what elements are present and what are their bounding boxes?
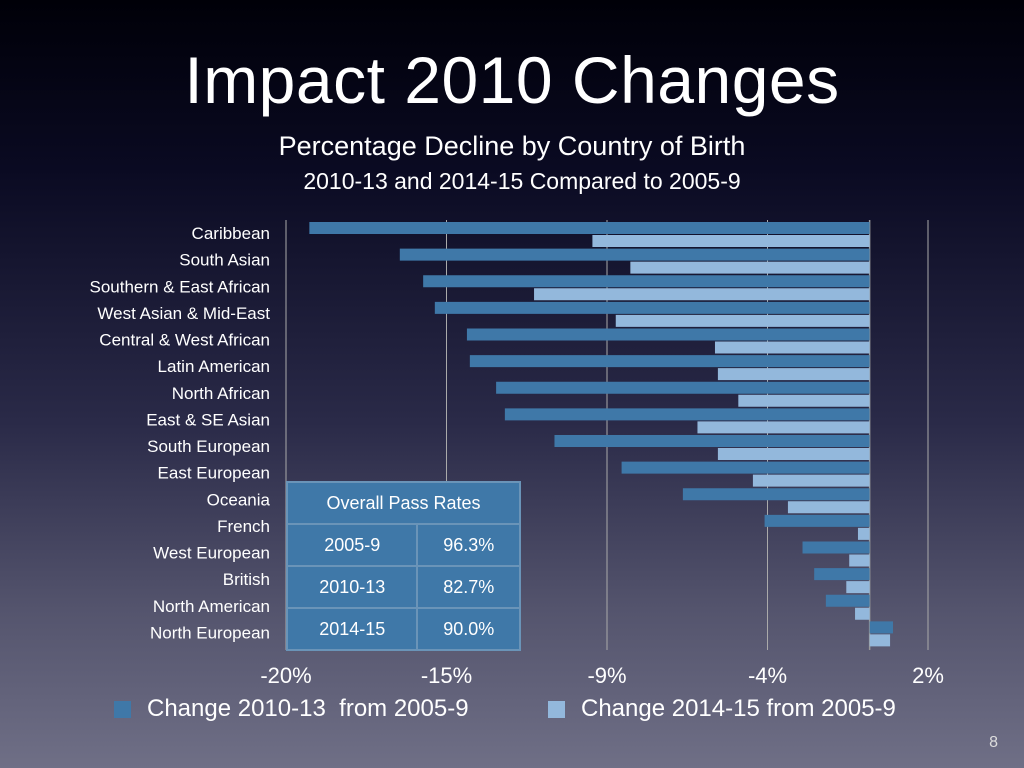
pass-rates-table: Overall Pass Rates 2005-9 96.3% 2010-13 82… xyxy=(285,481,521,651)
page-number: 8 xyxy=(989,734,998,751)
category-label: Caribbean xyxy=(192,224,270,243)
bar-2014-15 xyxy=(717,368,870,381)
category-label: South European xyxy=(147,437,270,456)
category-label: East European xyxy=(158,464,270,483)
period-cell: 2010-13 xyxy=(285,565,419,609)
bar-2010-13 xyxy=(869,621,893,634)
period-cell: 2005-9 xyxy=(285,523,419,567)
bar-2014-15 xyxy=(857,527,870,540)
category-label: West European xyxy=(153,544,270,563)
bar-2014-15 xyxy=(787,501,870,514)
category-label: West Asian & Mid-East xyxy=(97,304,270,323)
bar-2014-15 xyxy=(592,235,870,247)
legend-label: Change 2010-13 from 2005-9 xyxy=(147,695,469,722)
bar-2010-13 xyxy=(309,222,870,234)
category-label: Central & West African xyxy=(99,331,270,350)
bar-2010-13 xyxy=(825,594,870,607)
bar-2010-13 xyxy=(434,301,870,314)
bar-2014-15 xyxy=(630,261,870,274)
bar-2014-15 xyxy=(717,448,870,460)
bar-2014-15 xyxy=(714,341,870,354)
bar-2010-13 xyxy=(764,514,870,527)
bar-2014-15 xyxy=(869,634,891,647)
category-label: North American xyxy=(153,597,270,616)
legend-item-series1: Change 2010-13 from 2005-9 xyxy=(114,695,469,723)
bar-2014-15 xyxy=(752,474,870,487)
category-label: North African xyxy=(172,384,270,403)
category-label: East & SE Asian xyxy=(146,410,270,429)
table-row: 2010-13 82.7% xyxy=(285,565,521,609)
bar-2010-13 xyxy=(466,328,870,341)
bar-2010-13 xyxy=(621,461,870,474)
x-tick-label: 2% xyxy=(912,663,944,688)
bar-2014-15 xyxy=(846,581,870,594)
bar-2014-15 xyxy=(534,288,870,301)
legend-item-series2: Change 2014-15 from 2005-9 xyxy=(548,695,896,723)
period-cell: 2014-15 xyxy=(285,607,419,651)
bar-2010-13 xyxy=(802,541,870,554)
bar-2010-13 xyxy=(423,275,870,288)
bar-2014-15 xyxy=(697,421,870,434)
table-row: 2005-9 96.3% xyxy=(285,523,521,567)
bar-2010-13 xyxy=(682,488,870,501)
rate-cell: 96.3% xyxy=(416,523,521,567)
bar-2014-15 xyxy=(849,554,870,567)
category-label: British xyxy=(223,570,270,589)
bar-2014-15 xyxy=(615,314,870,327)
category-label: Latin American xyxy=(158,357,270,376)
legend-label: Change 2014-15 from 2005-9 xyxy=(581,695,896,722)
bar-2014-15 xyxy=(738,394,870,407)
legend-swatch-light xyxy=(548,700,565,718)
bar-2010-13 xyxy=(496,381,870,394)
legend-swatch-dark xyxy=(114,700,131,718)
category-label: South Asian xyxy=(179,251,270,270)
bar-2010-13 xyxy=(504,408,870,421)
bar-2010-13 xyxy=(469,355,870,368)
table-row: 2014-15 90.0% xyxy=(285,607,521,651)
category-label: North European xyxy=(150,623,270,642)
pass-rates-header: Overall Pass Rates xyxy=(286,481,521,525)
slide-title: Impact 2010 Changes xyxy=(184,43,840,117)
category-label: Southern & East African xyxy=(90,277,271,296)
chart-subtitle-2: 2010-13 and 2014-15 Compared to 2005-9 xyxy=(303,168,741,194)
bar-2014-15 xyxy=(855,607,870,620)
chart-subtitle: Percentage Decline by Country of Birth xyxy=(278,131,746,161)
category-label: Oceania xyxy=(207,490,271,509)
x-tick-label: -15% xyxy=(421,663,472,688)
bar-2010-13 xyxy=(554,435,870,447)
rate-cell: 90.0% xyxy=(416,607,521,651)
x-tick-label: -4% xyxy=(748,663,787,688)
x-tick-label: -9% xyxy=(587,663,626,688)
category-label: French xyxy=(217,517,270,536)
rate-cell: 82.7% xyxy=(416,565,521,609)
bar-2010-13 xyxy=(814,568,870,581)
bar-2010-13 xyxy=(399,248,870,261)
x-tick-label: -20% xyxy=(260,663,311,688)
